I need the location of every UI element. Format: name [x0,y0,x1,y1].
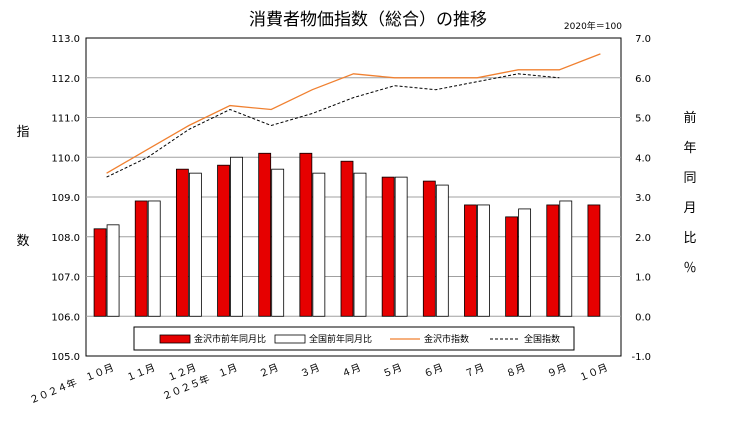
bar [519,209,531,316]
bar [218,165,230,316]
right-axis-char: 同 [683,171,696,186]
right-tick-label: 3.0 [635,193,651,204]
bar [560,201,572,316]
bar [272,169,284,316]
left-tick-label: 109.0 [51,193,80,204]
right-axis-char: 年 [683,141,696,156]
left-tick-label: 108.0 [51,233,80,244]
left-tick-label: 111.0 [51,114,80,125]
x-tick-label: ９月 [545,362,568,381]
bar [588,205,600,316]
legend-label: 全国前年同月比 [309,333,372,345]
legend-label: 金沢市前年同月比 [194,333,266,345]
right-axis-ticks: -1.0 0.0 1.0 2.0 3.0 4.0 5.0 6.0 7.0 [631,34,651,363]
x-tick-label: ３月 [298,362,321,381]
left-axis-char: 指 [16,125,29,140]
right-tick-label: 5.0 [635,114,651,125]
bar [300,153,312,316]
left-axis-label: 指数 [16,125,29,249]
x-tick-label: ６月 [422,362,445,381]
right-tick-label: -1.0 [631,352,651,363]
chart-title: 消費者物価指数（総合）の推移 [249,10,487,30]
right-tick-label: 1.0 [635,273,651,284]
bar [395,177,407,316]
left-tick-label: 107.0 [51,273,80,284]
bar [423,181,435,316]
x-tick-label: １１月 [125,362,157,384]
right-axis-char: 比 [683,231,696,246]
bar [231,157,243,316]
bar [506,217,518,316]
right-axis-label: 前年同月比 ％ [683,110,696,276]
bar [107,225,119,316]
bar [547,205,559,316]
left-tick-label: 113.0 [51,34,80,45]
left-axis-char: 数 [16,234,29,249]
right-axis-char: ％ [683,261,696,276]
legend-swatch [160,335,190,343]
x-tick-label: ４月 [340,362,363,381]
legend-label: 全国指数 [524,333,560,345]
right-tick-label: 7.0 [635,34,651,45]
x-tick-label: ２月 [257,362,280,381]
bar [477,205,489,316]
right-tick-label: 6.0 [635,74,651,85]
base-year-note: 2020年＝100 [564,20,622,32]
bar [464,205,476,316]
bar [94,229,106,316]
left-tick-label: 105.0 [51,352,80,363]
x-tick-label: ７月 [463,362,486,381]
bar [259,153,271,316]
right-tick-label: 2.0 [635,233,651,244]
x-tick-label: ８月 [504,362,527,381]
right-tick-label: 0.0 [635,312,651,323]
bar [341,161,353,316]
bar [382,177,394,316]
bar [148,201,160,316]
right-axis-char: 前 [683,110,696,126]
x-tick-label: ５月 [381,362,404,381]
legend-label: 金沢市指数 [424,333,469,345]
bar [354,173,366,316]
legend-swatch [275,335,305,343]
left-tick-label: 110.0 [51,153,80,164]
bar [176,169,188,316]
right-tick-label: 4.0 [635,153,651,164]
bar [436,185,448,316]
left-tick-label: 112.0 [51,74,80,85]
right-axis-char: 月 [683,201,696,216]
left-axis-ticks: 105.0 106.0 107.0 108.0 109.0 110.0 111.0 112.0… [51,34,80,363]
x-tick-label: １０月 [577,362,609,384]
bar [135,201,147,316]
left-tick-label: 106.0 [51,312,80,323]
x-tick-label: ２０２４年 １０月 [27,361,115,407]
bar [313,173,325,316]
bar [189,173,201,316]
legend: 金沢市前年同月比 全国前年同月比 金沢市指数 全国指数 [134,327,574,350]
